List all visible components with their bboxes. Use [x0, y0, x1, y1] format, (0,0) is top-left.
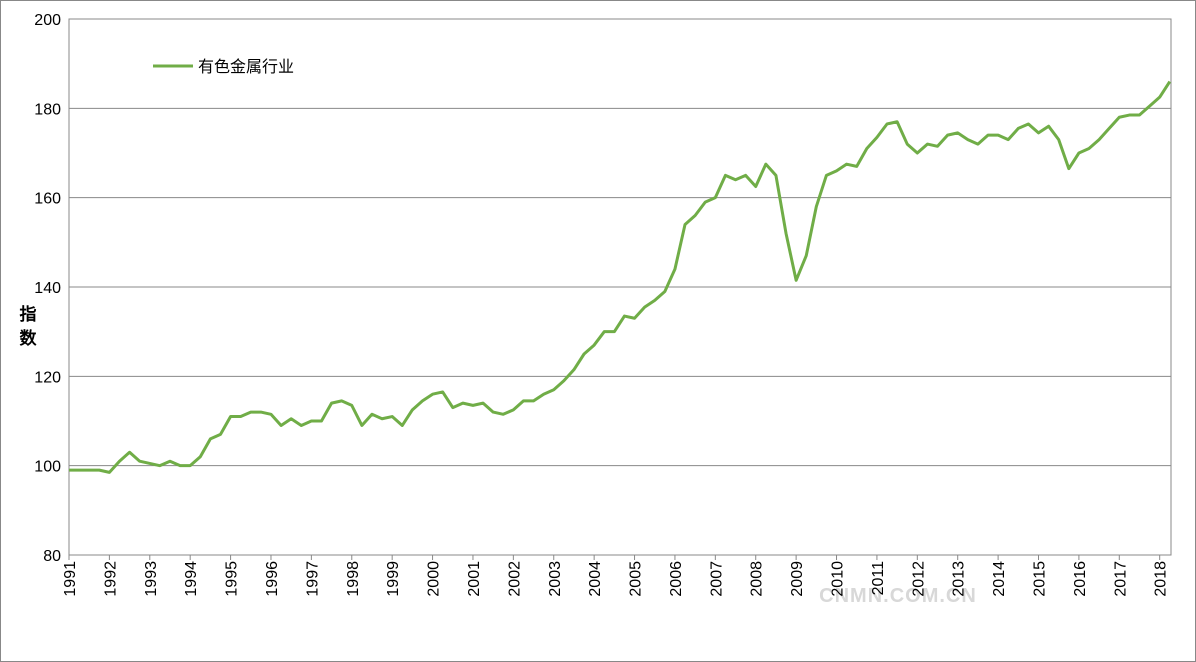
y-tick-label: 120 — [34, 369, 61, 386]
x-tick-label: 2014 — [991, 561, 1008, 597]
x-tick-label: 2013 — [951, 561, 968, 597]
x-tick-label: 2008 — [749, 561, 766, 597]
y-tick-label: 80 — [43, 548, 61, 565]
x-tick-label: 2017 — [1112, 561, 1129, 597]
x-tick-label: 2012 — [910, 561, 927, 597]
x-tick-label: 1991 — [62, 561, 79, 597]
x-tick-label: 2016 — [1072, 561, 1089, 597]
x-tick-label: 2002 — [506, 561, 523, 597]
x-tick-label: 2005 — [628, 561, 645, 597]
x-tick-label: 2001 — [466, 561, 483, 597]
x-tick-label: 2007 — [708, 561, 725, 597]
y-tick-label: 200 — [34, 12, 61, 29]
x-tick-label: 2000 — [426, 561, 443, 597]
x-tick-label: 1998 — [345, 561, 362, 597]
x-tick-label: 1995 — [224, 561, 241, 597]
x-tick-label: 2018 — [1153, 561, 1170, 597]
x-tick-label: 1992 — [102, 561, 119, 597]
y-tick-label: 140 — [34, 280, 61, 297]
data-line — [69, 80, 1172, 474]
y-tick-label: 160 — [34, 191, 61, 208]
x-tick-label: 1994 — [183, 561, 200, 597]
y-tick-label: 180 — [34, 101, 61, 118]
x-tick-label: 1999 — [385, 561, 402, 597]
legend-label: 有色金属行业 — [198, 58, 294, 76]
x-tick-label: 2006 — [668, 561, 685, 597]
x-tick-label: 1997 — [304, 561, 321, 597]
x-tick-label: 2011 — [870, 561, 887, 596]
y-axis-label: 指数 — [20, 304, 38, 348]
x-tick-label: 2003 — [547, 561, 564, 597]
y-tick-label: 100 — [34, 459, 61, 476]
x-tick-label: 2015 — [1032, 561, 1049, 597]
watermark: CNMN.COM.CN — [819, 585, 977, 607]
x-tick-label: 2010 — [830, 561, 847, 597]
plot-area — [68, 18, 1172, 556]
x-tick-label: 2004 — [587, 561, 604, 597]
x-tick-label: 1996 — [264, 561, 281, 597]
x-tick-label: 1993 — [143, 561, 160, 597]
x-tick-label: 2009 — [789, 561, 806, 597]
